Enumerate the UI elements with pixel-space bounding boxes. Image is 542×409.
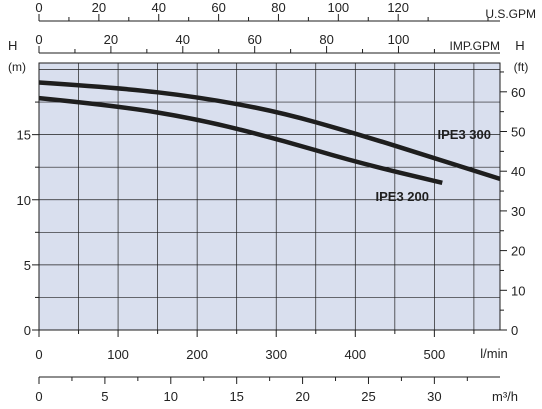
m3h-tick-label: 5 bbox=[101, 389, 108, 404]
m3h-tick-label: 30 bbox=[427, 389, 441, 404]
y-tick-label: 0 bbox=[24, 323, 31, 338]
y-ft-tick-label: 20 bbox=[511, 244, 525, 259]
m3h-tick-label: 0 bbox=[35, 389, 42, 404]
usgpm-axis: 0 20 40 60 80 100 120 bbox=[35, 0, 489, 21]
x-tick-label: 400 bbox=[344, 347, 366, 362]
impgpm-tick-label: 0 bbox=[35, 32, 42, 47]
y-ft-tick-label: 0 bbox=[511, 323, 518, 338]
usgpm-tick-label: 80 bbox=[271, 0, 285, 15]
y-axis-feet: 0 10 20 30 40 50 60 bbox=[500, 71, 525, 338]
x-tick-label: 300 bbox=[265, 347, 287, 362]
lmin-unit-label: l/min bbox=[480, 346, 507, 361]
left-axis-label: H bbox=[8, 38, 17, 53]
grid-lines bbox=[39, 63, 500, 330]
usgpm-unit-label: U.S.GPM bbox=[485, 7, 536, 21]
x-tick-label: 200 bbox=[186, 347, 208, 362]
usgpm-tick-label: 100 bbox=[327, 0, 349, 15]
y-ft-tick-label: 30 bbox=[511, 204, 525, 219]
x-tick-label: 100 bbox=[107, 347, 129, 362]
curve-ipe3-200 bbox=[38, 95, 443, 186]
m3h-tick-label: 15 bbox=[229, 389, 243, 404]
m3h-axis: 0 5 10 15 20 25 30 bbox=[35, 377, 468, 404]
y-ft-tick-label: 50 bbox=[511, 125, 525, 140]
lmin-axis: 0 100 200 300 400 500 bbox=[35, 330, 475, 362]
right-axis-label: H bbox=[515, 38, 524, 53]
x-tick-label: 500 bbox=[424, 347, 446, 362]
y-ft-tick-label: 40 bbox=[511, 164, 525, 179]
m3h-tick-label: 20 bbox=[295, 389, 309, 404]
usgpm-tick-label: 0 bbox=[35, 0, 42, 15]
curve-ipe3-300 bbox=[38, 80, 501, 182]
impgpm-tick-label: 40 bbox=[176, 32, 190, 47]
y-axis-meters: 0 5 10 15 bbox=[17, 101, 39, 338]
usgpm-tick-label: 120 bbox=[387, 0, 409, 15]
usgpm-tick-label: 40 bbox=[151, 0, 165, 15]
x-tick-label: 0 bbox=[35, 347, 42, 362]
y-tick-label: 15 bbox=[17, 128, 31, 143]
impgpm-tick-label: 80 bbox=[319, 32, 333, 47]
impgpm-tick-label: 100 bbox=[388, 32, 410, 47]
impgpm-unit-label: IMP.GPM bbox=[450, 39, 500, 53]
impgpm-axis: 0 20 40 60 80 100 bbox=[35, 32, 435, 53]
series-label-ipe3-300: IPE3 300 bbox=[438, 127, 492, 142]
curves bbox=[38, 80, 501, 186]
m3h-unit-label: m³/h bbox=[492, 389, 518, 404]
y-tick-label: 10 bbox=[17, 193, 31, 208]
impgpm-tick-label: 20 bbox=[104, 32, 118, 47]
impgpm-tick-label: 60 bbox=[247, 32, 261, 47]
y-ft-tick-label: 10 bbox=[511, 283, 525, 298]
series-label-ipe3-200: IPE3 200 bbox=[376, 189, 430, 204]
usgpm-tick-label: 20 bbox=[92, 0, 106, 15]
y-ft-tick-label: 60 bbox=[511, 85, 525, 100]
right-axis-unit: (ft) bbox=[514, 60, 529, 74]
left-axis-unit: (m) bbox=[8, 60, 26, 74]
m3h-tick-label: 10 bbox=[164, 389, 178, 404]
m3h-tick-label: 25 bbox=[361, 389, 375, 404]
plot-area bbox=[38, 62, 501, 331]
usgpm-tick-label: 60 bbox=[211, 0, 225, 15]
y-tick-label: 5 bbox=[24, 258, 31, 273]
